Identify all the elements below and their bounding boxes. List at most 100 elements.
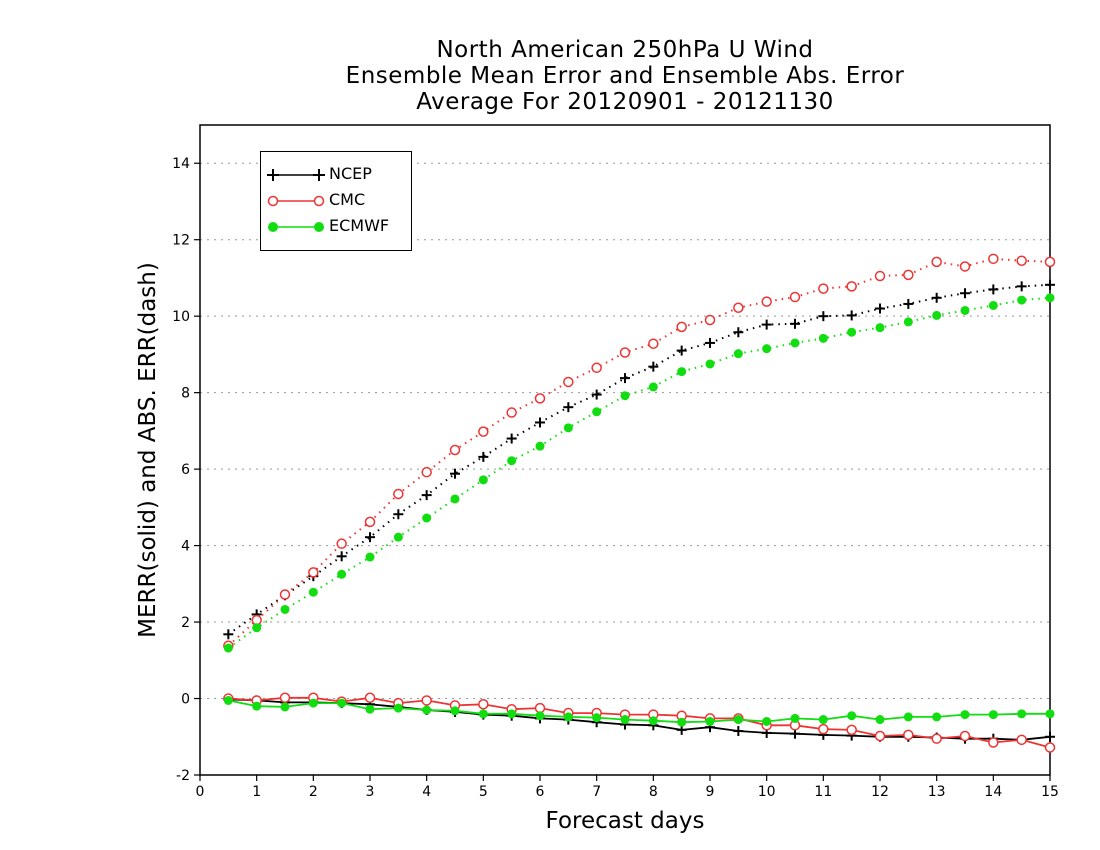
point-ecmwf-mean-err-21 <box>818 715 828 725</box>
point-cmc-mean-err-22 <box>846 724 857 736</box>
point-ecmwf-mean-err-7 <box>422 705 432 715</box>
point-cmc-abs-err-19 <box>761 296 772 307</box>
legend-marker-ecmwf <box>268 222 324 232</box>
point-ecmwf-mean-err-1 <box>252 701 262 711</box>
point-ecmwf-mean-err-9 <box>478 709 488 719</box>
point-ncep-abs-err-21 <box>818 311 829 322</box>
point-ecmwf-mean-err-11 <box>535 711 545 721</box>
point-cmc-mean-err-9 <box>478 699 489 710</box>
point-cmc-abs-err-2 <box>279 589 291 600</box>
legend-item-ecmwf: ECMWF <box>261 215 411 239</box>
x-tick-label-4: 4 <box>422 784 431 800</box>
point-ecmwf-mean-err-16 <box>677 717 687 727</box>
point-cmc-abs-err-17 <box>704 314 716 326</box>
point-cmc-abs-err-14 <box>619 347 631 358</box>
point-cmc-abs-err-12 <box>563 376 574 388</box>
point-cmc-mean-err-5 <box>364 692 376 704</box>
point-ecmwf-abs-err-15 <box>648 382 658 392</box>
point-ecmwf-mean-err-2 <box>280 702 290 712</box>
point-ecmwf-abs-err-17 <box>705 359 715 369</box>
point-cmc-abs-err-25 <box>931 256 942 268</box>
y-tick-label-1: 0 <box>181 692 190 708</box>
x-axis-label: Forecast days <box>545 808 705 834</box>
chart-title-line-3: Average For 20120901 - 20121130 <box>416 89 834 115</box>
point-ncep-abs-err-10 <box>506 433 517 444</box>
point-cmc-abs-err-4 <box>336 538 347 549</box>
point-ncep-abs-err-26 <box>960 288 970 299</box>
point-ecmwf-abs-err-8 <box>450 494 460 504</box>
point-cmc-abs-err-9 <box>478 426 489 437</box>
x-tick-label-14: 14 <box>984 784 1002 800</box>
y-tick-label-0: -2 <box>176 768 190 784</box>
point-ecmwf-abs-err-20 <box>790 338 800 348</box>
point-ecmwf-abs-err-2 <box>280 604 290 614</box>
y-tick-label-7: 12 <box>172 233 190 249</box>
chart-title-line-1: North American 250hPa U Wind <box>436 37 814 63</box>
point-ncep-abs-err-0 <box>223 629 234 640</box>
y-tick-label-8: 14 <box>172 156 190 172</box>
x-tick-label-2: 2 <box>309 784 318 800</box>
point-ncep-abs-err-18 <box>733 327 744 338</box>
point-ecmwf-mean-err-23 <box>875 715 885 725</box>
point-ecmwf-abs-err-10 <box>507 456 517 466</box>
point-cmc-abs-err-20 <box>789 291 801 303</box>
point-ncep-abs-err-28 <box>1016 281 1027 292</box>
point-cmc-abs-err-28 <box>1016 255 1027 266</box>
point-cmc-abs-err-13 <box>591 362 602 374</box>
legend-label-cmc: CMC <box>329 190 366 209</box>
point-cmc-abs-err-8 <box>449 444 461 456</box>
point-ecmwf-abs-err-3 <box>308 587 318 597</box>
y-tick-label-2: 2 <box>181 615 190 631</box>
point-cmc-mean-err-25 <box>931 733 942 744</box>
series-line-ncep-abs-err <box>227 283 1051 636</box>
point-ncep-abs-err-20 <box>790 318 800 329</box>
point-ncep-abs-err-15 <box>648 361 659 372</box>
point-ecmwf-mean-err-0 <box>223 695 233 705</box>
point-ecmwf-mean-err-17 <box>705 716 715 726</box>
point-cmc-mean-err-29 <box>1044 742 1056 753</box>
point-ecmwf-mean-err-18 <box>733 715 743 725</box>
x-tick-label-15: 15 <box>1041 784 1059 800</box>
legend-label-ncep: NCEP <box>329 164 372 183</box>
legend-marker-ncep <box>267 169 325 181</box>
point-ecmwf-abs-err-19 <box>762 344 772 354</box>
point-ecmwf-abs-err-9 <box>478 475 488 485</box>
point-cmc-mean-err-26 <box>959 730 971 742</box>
point-ecmwf-mean-err-20 <box>790 713 800 723</box>
y-tick-label-3: 4 <box>181 539 190 555</box>
legend-label-ecmwf: ECMWF <box>329 216 390 235</box>
point-ncep-abs-err-13 <box>591 389 602 400</box>
point-cmc-abs-err-11 <box>534 393 546 404</box>
x-tick-label-0: 0 <box>196 784 205 800</box>
point-ecmwf-abs-err-13 <box>592 407 602 417</box>
point-cmc-abs-err-18 <box>733 302 744 314</box>
point-ncep-mean-err-29 <box>1045 731 1055 742</box>
point-ncep-abs-err-17 <box>705 337 715 348</box>
point-ncep-abs-err-6 <box>393 509 404 520</box>
point-ecmwf-mean-err-8 <box>450 706 460 716</box>
legend: NCEP CMC ECMWF <box>260 151 412 251</box>
chart-title-line-2: Ensemble Mean Error and Ensemble Abs. Er… <box>345 63 905 89</box>
point-ncep-abs-err-23 <box>875 303 885 314</box>
point-ncep-abs-err-22 <box>846 310 857 321</box>
point-ecmwf-abs-err-0 <box>223 643 233 653</box>
series-line-cmc-abs-err <box>227 257 1051 647</box>
point-cmc-abs-err-26 <box>959 261 971 272</box>
x-tick-label-5: 5 <box>479 784 488 800</box>
point-cmc-abs-err-15 <box>648 338 659 349</box>
point-ecmwf-abs-err-27 <box>988 300 998 310</box>
x-tick-label-9: 9 <box>706 784 715 800</box>
point-cmc-mean-err-23 <box>874 730 886 742</box>
point-ncep-abs-err-12 <box>563 402 574 413</box>
point-ecmwf-mean-err-22 <box>847 711 857 721</box>
legend-item-cmc: CMC <box>261 189 411 213</box>
x-tick-label-6: 6 <box>536 784 545 800</box>
x-tick-label-12: 12 <box>871 784 889 800</box>
point-cmc-mean-err-27 <box>988 737 999 748</box>
x-tick-label-10: 10 <box>758 784 776 800</box>
point-ecmwf-mean-err-24 <box>903 712 913 722</box>
point-ecmwf-abs-err-7 <box>422 513 432 523</box>
point-ecmwf-abs-err-29 <box>1045 293 1055 303</box>
point-cmc-abs-err-29 <box>1044 256 1056 268</box>
